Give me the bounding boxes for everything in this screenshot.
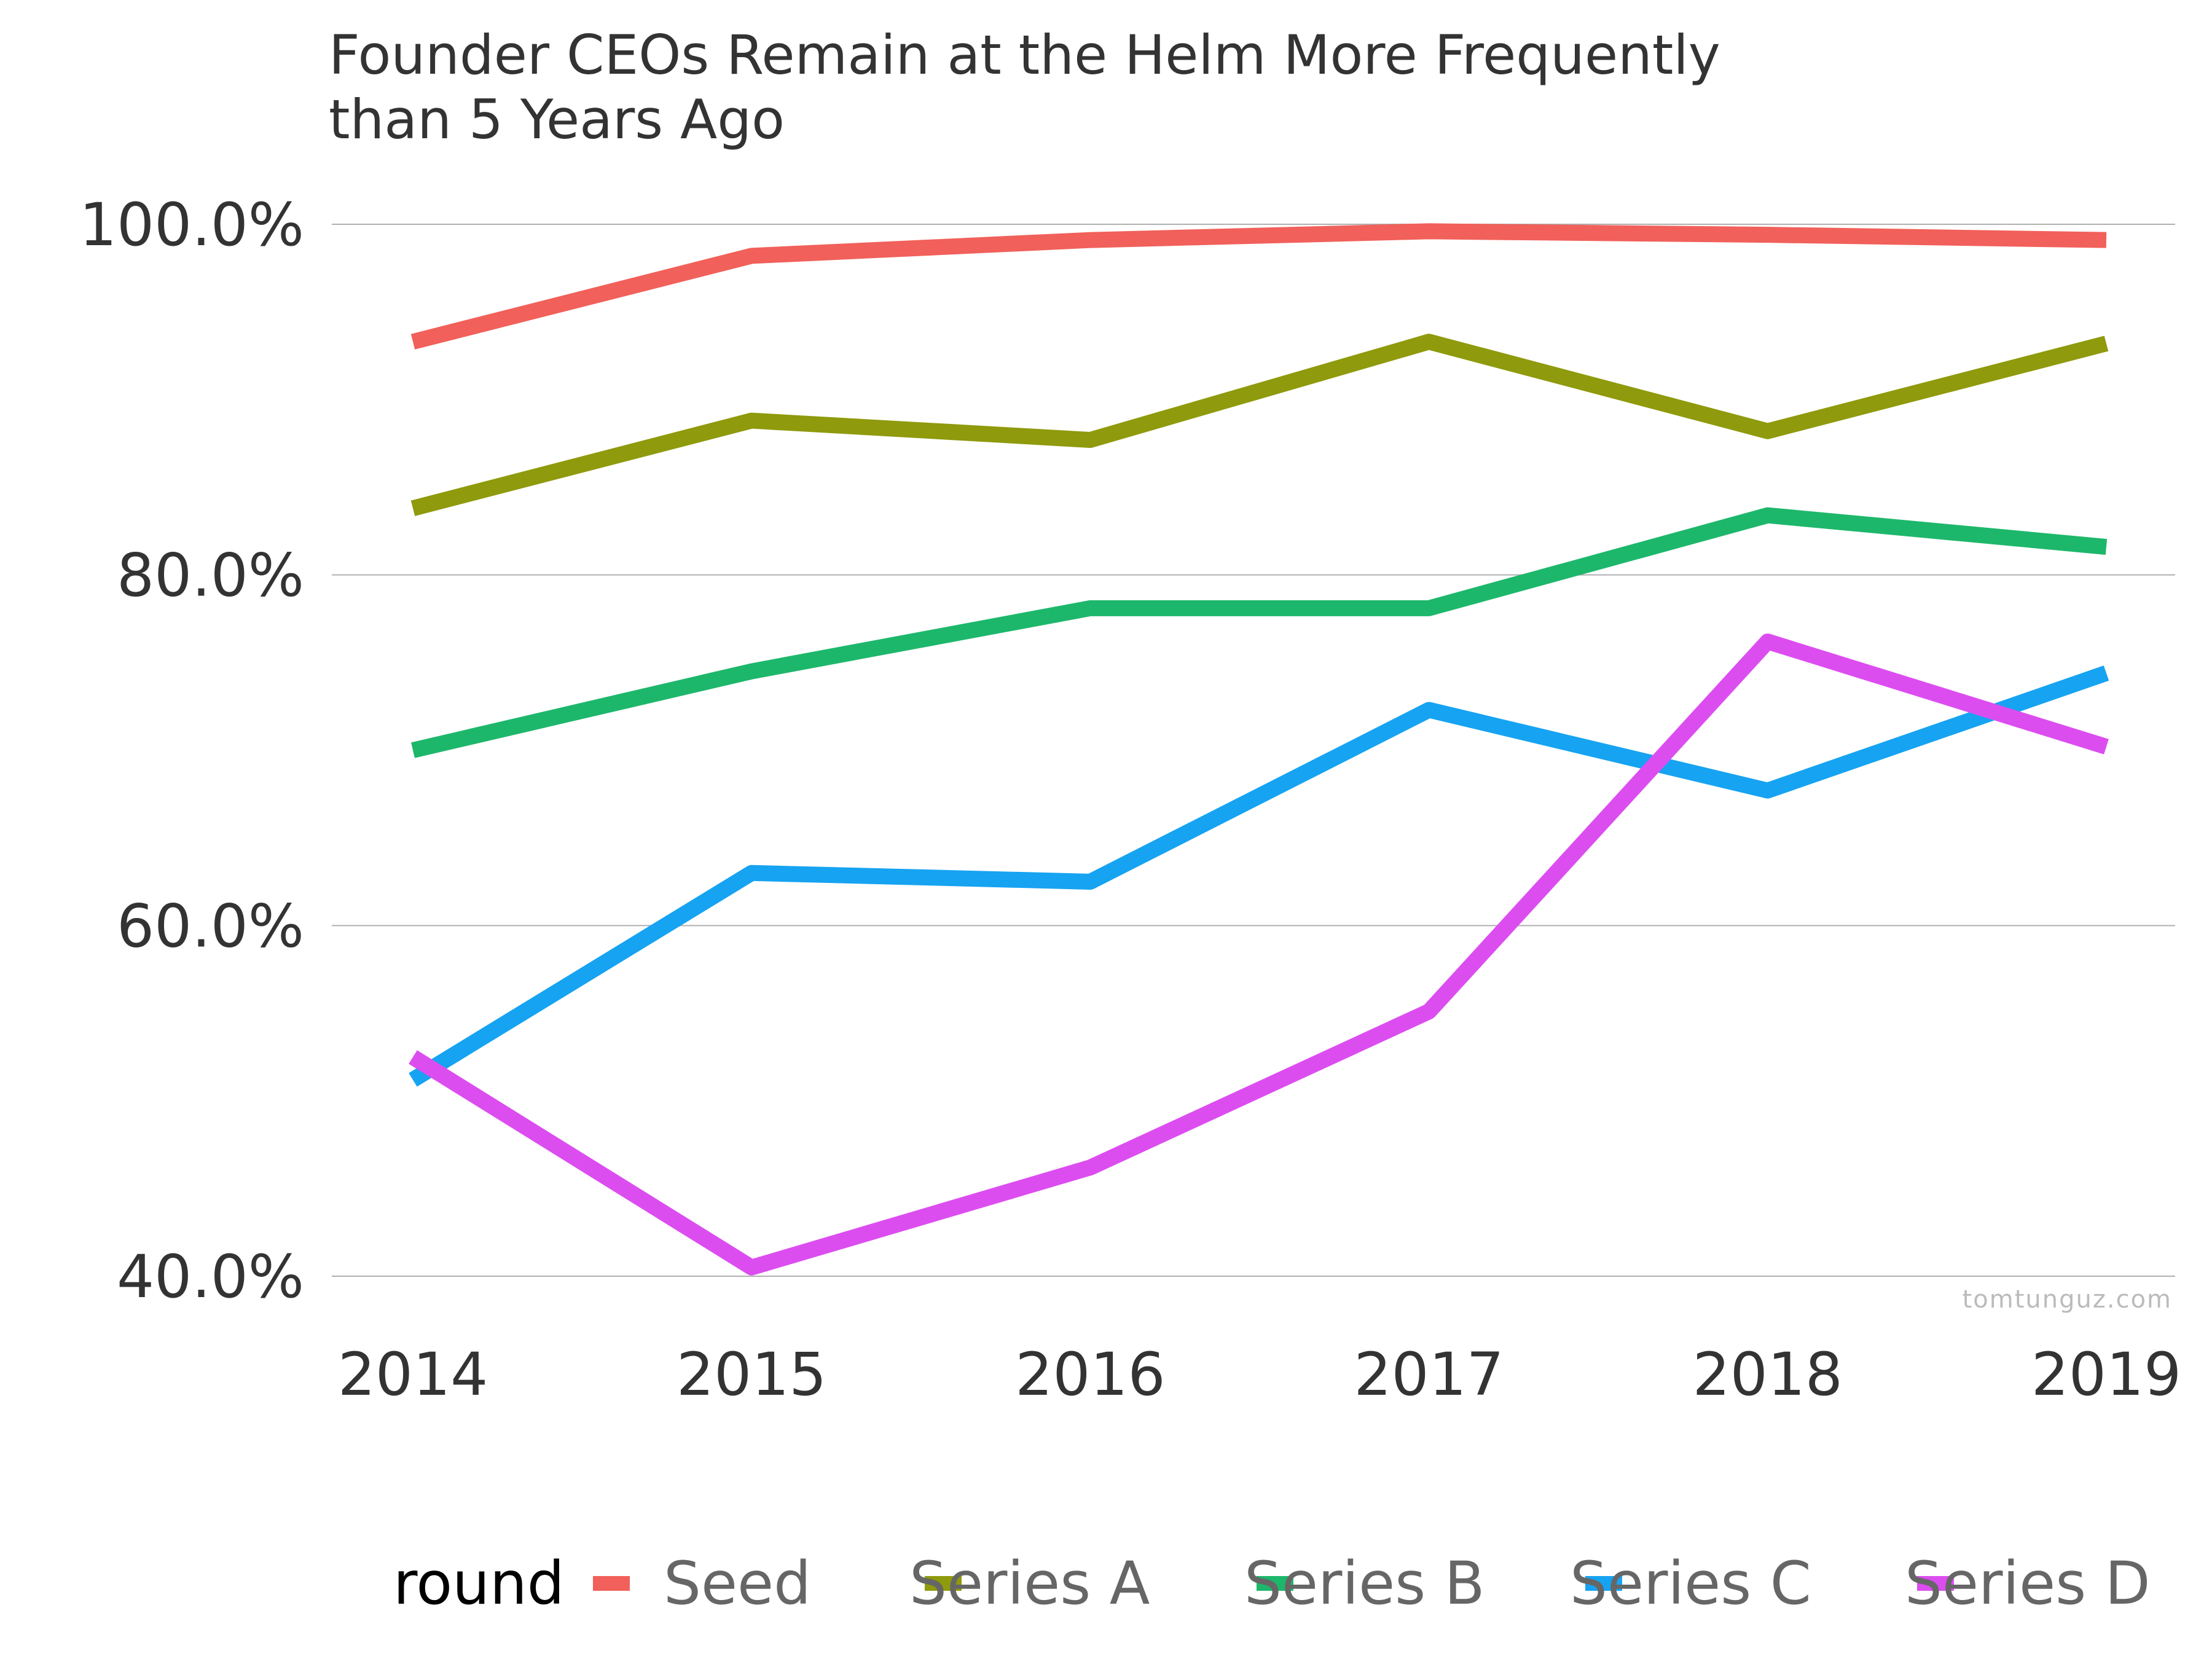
- y-axis-ticks: 40.0% 60.0% 80.0% 100.0%: [79, 190, 304, 1311]
- chart-title-line-1: Founder CEOs Remain at the Helm More Fre…: [329, 23, 1720, 87]
- y-tick-label: 60.0%: [117, 892, 304, 960]
- x-axis-ticks: 2014 2015 2016 2017 2018 2019: [338, 1340, 2181, 1409]
- legend-title: round: [393, 1549, 565, 1618]
- y-tick-label: 80.0%: [117, 541, 304, 610]
- legend-label: Series C: [1570, 1549, 1811, 1618]
- x-tick-label: 2019: [2031, 1340, 2181, 1409]
- chart-title-line-2: than 5 Years Ago: [329, 88, 785, 151]
- series-lines: [409, 223, 2109, 1276]
- legend-label: Series D: [1905, 1549, 2151, 1618]
- legend: round Seed Series A Series B Series C Series…: [393, 1549, 2151, 1618]
- series-line-series-c: [409, 665, 2109, 1087]
- legend-label: Seed: [664, 1549, 811, 1618]
- x-tick-label: 2015: [677, 1340, 826, 1409]
- y-tick-label: 40.0%: [117, 1242, 304, 1311]
- series-line-series-b: [411, 507, 2108, 758]
- x-tick-label: 2018: [1693, 1340, 1843, 1409]
- chart-title: Founder CEOs Remain at the Helm More Fre…: [329, 23, 1720, 151]
- legend-label: Series B: [1244, 1549, 1485, 1618]
- x-tick-label: 2017: [1354, 1340, 1504, 1409]
- series-line-series-d: [409, 633, 2109, 1276]
- watermark: tomtunguz.com: [1963, 1285, 2172, 1314]
- x-tick-label: 2016: [1015, 1340, 1165, 1409]
- legend-label: Series A: [909, 1549, 1150, 1618]
- x-tick-label: 2014: [338, 1340, 488, 1409]
- y-tick-label: 100.0%: [79, 190, 304, 259]
- series-line-series-a: [410, 334, 2109, 516]
- grid: [332, 224, 2175, 1277]
- series-line-seed: [410, 223, 2107, 350]
